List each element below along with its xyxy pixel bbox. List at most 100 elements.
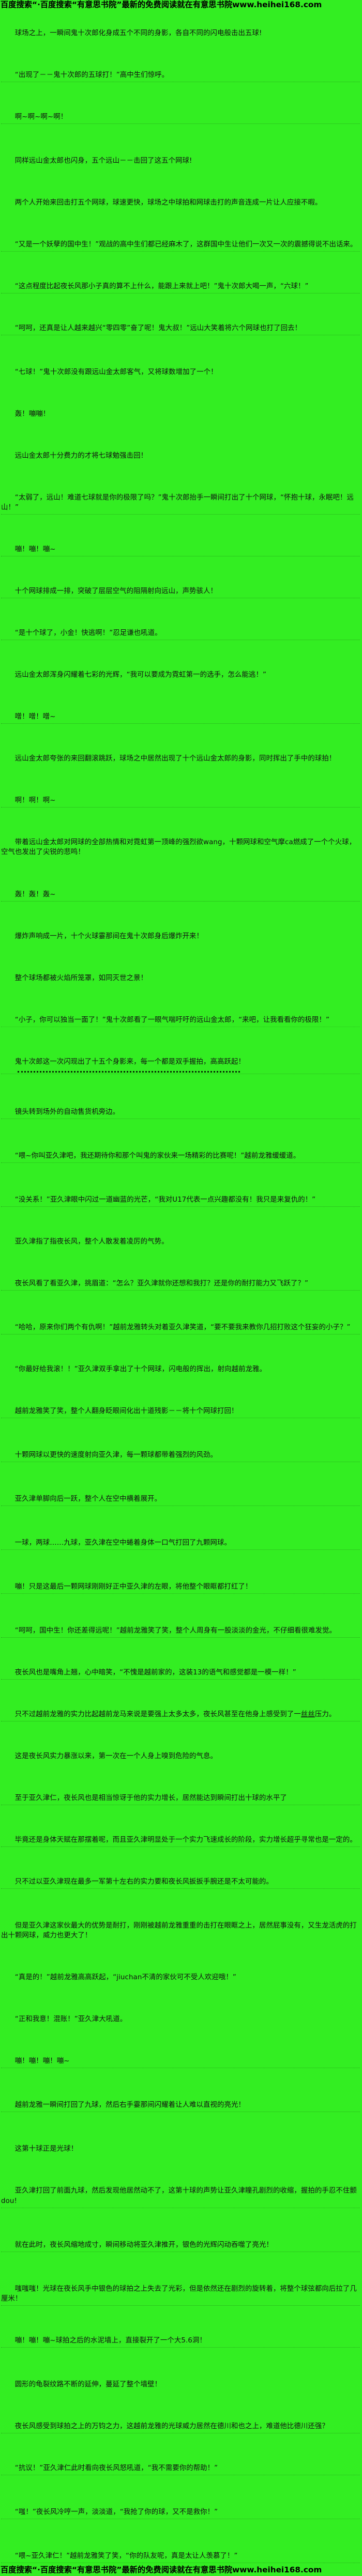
dotted-rule [1, 1637, 360, 1638]
paragraph: 十个网球排成一排，突破了层层空气的阻隔射向远山，声势骇人！ [14, 587, 218, 596]
paragraph: “喂~亚久津仁！”越前龙雅笑了笑，“你的队友呢，真是太让人羡慕了！” [14, 2552, 238, 2560]
dotted-rule [1, 1161, 360, 1165]
paragraph: 啊~啊~啊~啊！ [14, 113, 68, 121]
paragraph: 至于亚久津仁，夜长风也是相当惊讶于他的实力增长，居然能达到瞬间打出十球的水平了 [14, 1794, 287, 1803]
paragraph: “没关系！”亚久津眼中闪过一道幽蓝的光芒，“我对U17代表一点兴趣都没有！我只是… [14, 1196, 316, 1204]
paragraph-gap [1, 377, 360, 409]
paragraph: 同样远山金太郎也闪身，五个远山－－击回了这五个网球! [14, 157, 192, 165]
dotted-rule [1, 2250, 360, 2254]
paragraph: 一球，两球……九球，亚久津在空中蜷着身体一口气打回了九颗网球。 [14, 1539, 232, 1547]
paragraph-gap [1, 1805, 360, 1835]
paragraph: 圆形的龟裂纹路不断的延伸，蔓延了整个墙壁！ [14, 2380, 162, 2388]
dotted-rule [1, 1117, 360, 1121]
paragraph-gap [1, 38, 360, 70]
paragraph-gap [1, 208, 360, 240]
paragraph: 越前龙雅一瞬间打回了九球，然后右手霎那间闪耀着让人难以直视的亮光！ [14, 2101, 245, 2109]
paragraph: 亚久津单脚向后一跃，整个人在空中横着展开。 [14, 1495, 162, 1503]
dotted-rule [1, 122, 360, 126]
paragraph: 夜长风感受到球拍之上的万钧之力，这越前龙雅的光球威力居然在德川和也之上，难道他比… [14, 2422, 329, 2430]
paragraph: “出现了－－鬼十次郎的五球打！”高中生们惊呼。 [14, 71, 169, 79]
paragraph: “是十个球了，小金！快逃啊！”忍足谦也吼道。 [14, 629, 162, 638]
paragraph-gap [1, 1374, 360, 1406]
paragraph: 啊！啊！啊~ [14, 797, 56, 805]
paragraph: “太弱了，远山！难道七球就是你的极限了吗？”鬼十次郎抬手一瞬间打出了十个网球，“… [1, 494, 354, 512]
paragraph: 远山金太郎十分费力的才将七球勉强击回！ [14, 452, 148, 460]
dotted-rule [1, 2066, 360, 2070]
paragraph-gap [1, 764, 360, 796]
paragraph-gap [1, 941, 360, 973]
site-banner-top: 百度搜索“·百度搜索“有意思书院”最新的免费阅读就在有意思书院www.heihe… [0, 0, 322, 9]
paragraph-gap [1, 337, 360, 367]
paragraph-gap [1, 2477, 360, 2507]
dotted-rule [1, 2346, 360, 2350]
paragraph-gap [1, 1293, 360, 1323]
dotted-rule [1, 723, 360, 724]
paragraph: “又是一个妖孽的国中生！”观战的高中生们都已经麻木了，这群国中生让他们一次又一次… [14, 240, 357, 249]
paragraph: 嘣！嘣！嘣！嘣~ [14, 2057, 70, 2066]
paragraph-gap [1, 1027, 360, 1057]
paragraph-gap [1, 166, 360, 198]
paragraph-gap [1, 1420, 360, 1450]
paragraph: 亚久津打回了前面九球，然后发现他居然动不了，这第十球的声势让亚久津瞳孔剧烈的收缩… [1, 2187, 357, 2205]
paragraph: 嘣！嘣！嘣~球拍之后的水泥墙上，直接裂开了一个大5.6洞！ [14, 2336, 206, 2345]
paragraph-gap [1, 858, 360, 890]
paragraph: 远山金太郎浑身闪耀着七彩的光辉，“我可以要成为霓虹第一的选手，怎么能逃！” [14, 671, 267, 679]
paragraph: 就在此时，夜长风缩地成寸，瞬间移动将亚久津推开，银色的光辉闪动吞噬了亮光！ [14, 2241, 273, 2249]
section-divider [1, 1068, 360, 1075]
paragraph-gap [1, 2306, 360, 2336]
paragraph: “真是的！”越前龙雅高高跃起，“jiuchan不清的家伙可不受人欢迎哦！” [14, 1974, 236, 1982]
paragraph: 越前龙雅笑了笑，整个人翻身眨眼间化出十道残影－－将十个网球打回！ [14, 1407, 238, 1415]
paragraph-gap [1, 1638, 360, 1668]
paragraph-gap [1, 1761, 360, 1793]
paragraph-gap [1, 1508, 360, 1538]
dotted-rule [1, 333, 360, 337]
paragraph-gap [1, 983, 360, 1015]
dotted-rule [1, 1460, 360, 1464]
dotted-rule [1, 1548, 360, 1552]
dotted-rule [1, 2561, 360, 2565]
paragraph: 镜头转到场外的自动售货机旁边。 [14, 1108, 120, 1116]
paragraph-gap [1, 293, 360, 323]
dotted-rule [1, 1416, 360, 1420]
paragraph: “七球！”鬼十次郎没有跟远山金太郎客气，又将球数增加了一个！ [14, 368, 218, 377]
dotted-rule [1, 2206, 360, 2210]
paragraph: 只不过以亚久津现在最多一军第十左右的实力要和夜长风扳扳手腕还是不太可能的。 [14, 1878, 273, 1886]
dotted-rule [1, 1289, 360, 1293]
paragraph-gap [1, 902, 360, 932]
dotted-rule [1, 2110, 360, 2114]
paragraph-gap [1, 724, 360, 754]
paragraph: 爆炸声响成一片，十个火球霎那间在鬼十次郎身后爆炸开来！ [14, 932, 204, 940]
paragraph: 嘣！只是这最后一颗网球刚刚好正中亚久津的左眼，将他整个眼眶都打红了！ [14, 1583, 252, 1591]
paragraph: 夜长风也是嘴角上翘，心中暗笑，“不愧是越前家的，这装13的语气和感觉都是一模一样… [14, 1669, 296, 1677]
paragraph-gap [1, 2154, 360, 2186]
paragraph-gap [1, 517, 360, 545]
paragraph-gap [1, 1075, 360, 1107]
paragraph-gap [1, 2210, 360, 2240]
paragraph: 毕竟还是身体天赋在那摆着呢，而且亚久津明显处于一个实力飞速成长的阶段，实力增长超… [14, 1836, 357, 1844]
paragraph: 带着远山金太郎对网球的全部热情和对霓虹第一顶峰的强烈欲wang，十颗网球和空气摩… [1, 839, 356, 857]
paragraph-gap [1, 2070, 360, 2100]
paragraph: 噌！噌！噌~ [14, 713, 56, 721]
paragraph-text: 只不过越前龙雅的实力比起越前龙马来说是要强上太多太多，夜长风甚至在他身上感受到了… [14, 1711, 336, 1719]
top-spacer [1, 10, 360, 28]
paragraph: “喂~你叫亚久津吧，我还期待你和那个叫鬼的家伙来一场精彩的比赛呢！”越前龙雅缓缓… [14, 1152, 300, 1160]
paragraph-gap [1, 82, 360, 112]
paragraph: “小子，你可以独当一面了！”鬼十次郎看了一眼气喘吁吁的远山金太郎，“来吧，让我看… [14, 1016, 330, 1024]
dotted-rule [1, 1846, 360, 1848]
paragraph: “哈哈，原来你们两个有仇啊！”越前龙雅转头对着亚久津笑道，“要不要我来教你几招打… [14, 1323, 351, 1331]
paragraph-gap [1, 808, 360, 837]
paragraph: “抗议！”亚久津仁此时看向夜长风怒吼道，“我不需要你的帮助！” [14, 2464, 218, 2472]
dotted-rule [1, 1887, 360, 1891]
paragraph-gap [1, 1847, 360, 1877]
paragraph-gap [1, 254, 360, 282]
dotted-rule [1, 1679, 360, 1680]
paragraph: 轰！嘣嘣！ [14, 410, 50, 418]
paragraph-gap [1, 1334, 360, 1364]
paragraph-gap [1, 598, 360, 628]
paragraph: 但是亚久津这家伙最大的优势是耐打，刚刚被越前龙雅重重的击打在眼眶之上，居然屁事没… [1, 1922, 357, 1940]
dotted-rule [1, 2517, 360, 2521]
paragraph: 夜长风看了看亚久津，挑眉道：“怎么？亚久津就你还想和我打？还是你的耐打能力又飞跃… [14, 1279, 308, 1287]
paragraph-gap [1, 2254, 360, 2284]
paragraph-gap [1, 1165, 360, 1195]
paragraph: 嘣！嘣！嘣~ [14, 546, 56, 554]
